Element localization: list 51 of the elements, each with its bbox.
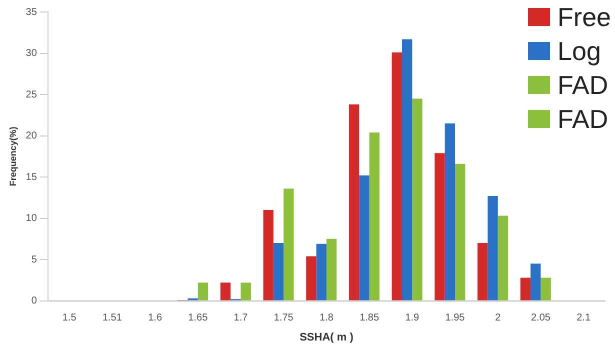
legend-label: FAD [558, 69, 608, 102]
y-axis-title: Frequency(%) [8, 126, 18, 186]
bar [530, 264, 541, 300]
x-tick-label: 1.7 [234, 312, 248, 324]
bar [402, 39, 412, 300]
bar [359, 175, 370, 300]
bar [540, 278, 551, 300]
x-tick-label: 1.51 [102, 312, 122, 324]
bar [348, 104, 360, 300]
bar [455, 164, 466, 300]
x-tick-label: 2.1 [576, 312, 591, 324]
bar [284, 188, 294, 300]
bar [412, 98, 422, 300]
x-tick-label: 1.6 [148, 312, 162, 324]
x-tick-label: 2 [495, 312, 502, 324]
y-tick-label: 0 [31, 296, 38, 307]
y-tick-label: 30 [26, 48, 38, 60]
bar [306, 256, 316, 300]
x-tick-label: 1.75 [274, 312, 294, 324]
bar [220, 282, 231, 300]
bar [444, 123, 456, 300]
y-tick-label: 20 [26, 130, 38, 142]
x-tick-label: 1.8 [320, 312, 334, 324]
bar [240, 282, 251, 300]
x-tick-label: 1.5 [62, 312, 77, 324]
bar [498, 216, 508, 300]
bar [478, 243, 488, 300]
bar [198, 282, 208, 300]
x-tick-label: 1.65 [188, 312, 208, 324]
bar [316, 244, 326, 300]
y-tick-label: 25 [26, 89, 38, 100]
bar [369, 132, 380, 300]
x-tick-label: 1.95 [445, 312, 466, 324]
bar [263, 210, 274, 300]
bar [488, 196, 498, 300]
bar [434, 153, 445, 300]
x-tick-label: 2.05 [530, 312, 551, 324]
x-axis-title: SSHA( m ) [300, 331, 354, 344]
y-tick-label: 10 [26, 213, 38, 224]
bar [273, 243, 284, 300]
x-tick-label: 1.85 [360, 312, 380, 324]
bar [392, 52, 402, 300]
legend-label: Log [558, 35, 601, 68]
legend-label: Free [558, 1, 611, 34]
x-tick-label: 1.9 [405, 312, 420, 324]
y-tick-label: 15 [26, 172, 38, 183]
bar [520, 278, 531, 300]
y-tick-label: 35 [26, 6, 38, 18]
bar [326, 238, 337, 300]
y-tick-label: 5 [31, 254, 38, 266]
legend-label: FAD [558, 103, 608, 136]
